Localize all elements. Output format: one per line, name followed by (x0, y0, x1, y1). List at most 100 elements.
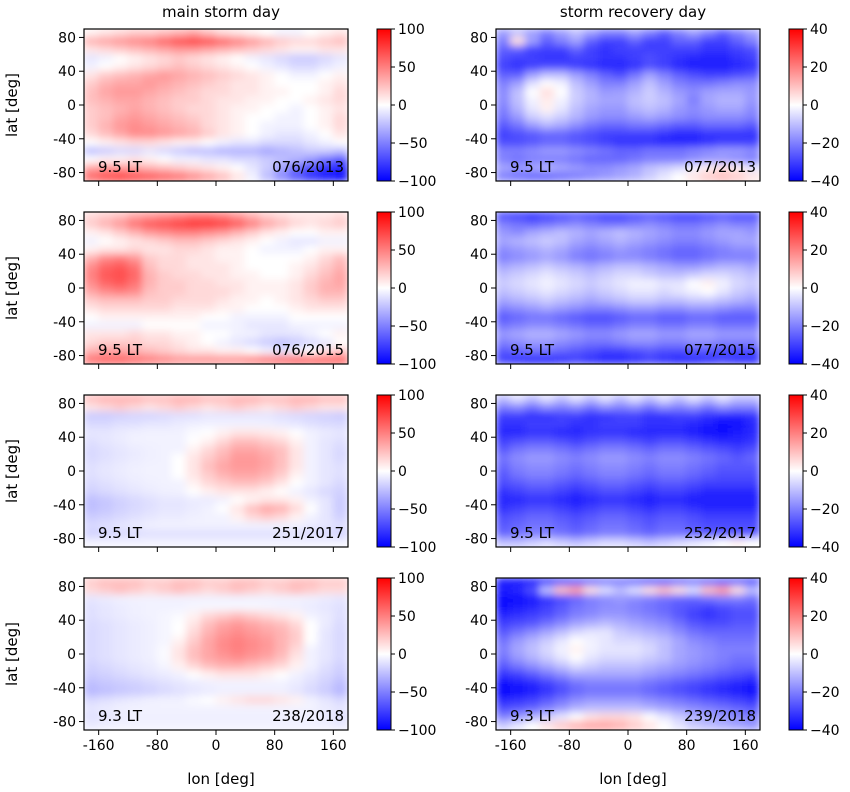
heatmap-cell (583, 453, 600, 464)
heatmap-cell (715, 687, 732, 697)
heatmap-cell (583, 45, 600, 55)
heatmap-cell (186, 79, 202, 89)
heatmap-cell (656, 512, 673, 523)
heatmap-cell (332, 121, 348, 131)
colorbar (376, 211, 392, 365)
heatmap-cell (598, 529, 614, 540)
heatmap-cell (524, 628, 541, 638)
heatmap-cell (142, 79, 158, 89)
heatmap-cell (171, 146, 188, 157)
heatmap-cell (274, 287, 290, 297)
heatmap-cell (215, 521, 232, 531)
heatmap-cell (84, 321, 100, 331)
heatmap-cell (627, 478, 644, 489)
heatmap-cell (288, 121, 305, 131)
heatmap-cell (186, 402, 202, 413)
heatmap-cell (186, 487, 202, 497)
heatmap-cell (274, 355, 290, 364)
heatmap-cell (496, 219, 512, 230)
heatmap-cell (686, 462, 702, 472)
heatmap-cell (496, 636, 512, 647)
colorbar-tick-label: 0 (398, 98, 407, 114)
heatmap-cell (200, 402, 217, 413)
heatmap-cell (215, 253, 232, 264)
heatmap-cell (127, 478, 144, 489)
heatmap-cell (186, 653, 202, 663)
heatmap-cell (744, 445, 760, 455)
heatmap-cell (303, 585, 320, 596)
heatmap-cell (98, 329, 114, 340)
heatmap-cell (288, 321, 305, 331)
heatmap-cell (627, 721, 644, 730)
heatmap-cell (510, 45, 526, 55)
heatmap-cell (642, 478, 658, 489)
heatmap-cell (568, 628, 585, 638)
heatmap-cell (303, 695, 320, 706)
heatmap-cell (642, 36, 658, 47)
heatmap-cell (230, 661, 246, 672)
heatmap-cell (274, 79, 290, 89)
heatmap-cell (642, 419, 658, 430)
heatmap-cell (215, 529, 232, 540)
heatmap-cell (583, 163, 600, 174)
heatmap-cell (744, 411, 760, 421)
heatmap-cell (127, 312, 144, 323)
heatmap-cell (715, 585, 732, 596)
heatmap-cell (142, 172, 158, 181)
heatmap-cell (598, 538, 614, 547)
heatmap-cell (200, 445, 217, 455)
heatmap-cell (244, 478, 261, 489)
heatmap-cell (332, 146, 348, 157)
heatmap-cell (230, 172, 246, 181)
heatmap-cell (259, 104, 276, 114)
heatmap-cell (554, 121, 570, 131)
heatmap-cell (730, 279, 746, 289)
heatmap-cell (598, 129, 614, 140)
heatmap-cell (568, 338, 585, 348)
x-axis-label-left: lon [deg] (187, 770, 255, 788)
date-label: 251/2017 (272, 524, 344, 542)
heatmap-cell (671, 270, 688, 281)
heatmap-cell (496, 712, 512, 723)
heatmap-cell (127, 395, 144, 404)
heatmap-cell (244, 295, 261, 306)
heatmap-cell (112, 594, 129, 604)
heatmap-cell (496, 338, 512, 348)
heatmap-cell (700, 428, 717, 438)
heatmap-cell (259, 146, 276, 157)
y-axis-label: lat [deg] (3, 256, 21, 320)
heatmap-cell (274, 453, 290, 464)
heatmap-cell (84, 436, 100, 447)
heatmap-cell (583, 619, 600, 630)
heatmap-cell (510, 329, 526, 340)
heatmap-cell (700, 138, 717, 148)
heatmap-cell (98, 462, 114, 472)
heatmap-cell (612, 70, 629, 81)
heatmap-cell (200, 53, 217, 64)
heatmap-cell (671, 53, 688, 64)
heatmap-cell (730, 512, 746, 523)
heatmap-cell (318, 121, 334, 131)
heatmap-cell (568, 585, 585, 596)
heatmap-cell (112, 346, 129, 357)
heatmap-cell (112, 79, 129, 89)
heatmap-cell (318, 112, 334, 123)
heatmap-cell (98, 53, 114, 64)
heatmap-cell (156, 338, 173, 348)
heatmap-cell (554, 79, 570, 89)
heatmap-cell (244, 687, 261, 697)
heatmap-cell (686, 212, 702, 221)
local-time-label: 9.5 LT (98, 524, 143, 542)
heatmap-cell (539, 402, 556, 413)
colorbar-tick-label: 0 (810, 647, 819, 663)
colorbar-tick-label: −20 (810, 136, 840, 152)
heatmap-cell (215, 695, 232, 706)
heatmap-cell (84, 329, 100, 340)
heatmap-cell (700, 96, 717, 106)
heatmap-cell (112, 262, 129, 272)
heatmap-cell (84, 295, 100, 306)
heatmap-cell (84, 504, 100, 514)
heatmap-cell (583, 355, 600, 364)
heatmap-cell (642, 146, 658, 157)
